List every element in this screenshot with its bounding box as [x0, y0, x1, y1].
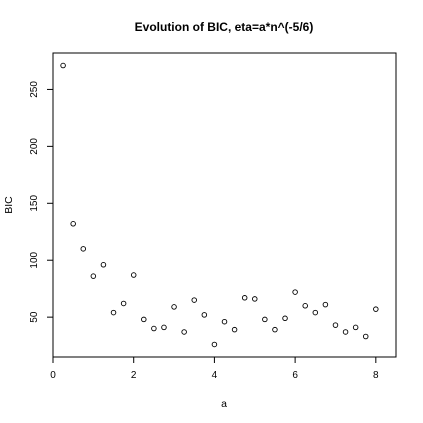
data-point: [90, 273, 97, 279]
y-axis-label: BIC: [3, 196, 15, 214]
y-tick-label: 50: [29, 311, 40, 323]
x-tick-label: 0: [50, 370, 56, 381]
x-axis-label: a: [221, 398, 227, 410]
data-point: [373, 306, 379, 312]
data-point: [151, 325, 157, 332]
x-axis: 0 2 4 6 8: [50, 356, 379, 381]
data-point: [272, 326, 278, 333]
y-tick-label: 150: [29, 195, 40, 212]
x-tick-label: 6: [292, 370, 298, 381]
data-point: [60, 62, 66, 69]
data-point: [141, 316, 147, 323]
data-point: [241, 295, 248, 301]
x-tick-label: 2: [131, 370, 137, 381]
chart-title: Evolution of BIC, eta=a*n^(-5/6): [135, 20, 314, 34]
y-tick-label: 100: [29, 251, 40, 268]
data-point: [302, 303, 308, 309]
data-point: [231, 326, 238, 333]
data-point: [211, 341, 218, 348]
data-point: [312, 309, 319, 316]
data-point: [292, 289, 298, 295]
data-point: [100, 262, 107, 268]
data-point: [120, 300, 127, 307]
data-point: [201, 312, 208, 318]
x-tick-label: 8: [373, 370, 379, 381]
data-point: [80, 246, 87, 252]
data-point: [70, 221, 76, 227]
plot-frame: [52, 52, 397, 358]
data-point: [130, 272, 137, 278]
y-axis: 50 100 150 200 250: [29, 81, 54, 323]
data-point: [161, 324, 167, 331]
data-point: [221, 318, 228, 325]
data-point: [171, 304, 177, 310]
data-point: [181, 329, 187, 335]
y-tick-label: 200: [29, 138, 40, 155]
data-points: [60, 62, 379, 348]
data-point: [322, 301, 329, 308]
data-point: [342, 329, 349, 335]
data-point: [352, 324, 359, 331]
data-point: [362, 333, 369, 340]
data-point: [332, 322, 339, 328]
data-point: [262, 316, 268, 323]
data-point: [282, 315, 288, 322]
data-point: [191, 297, 197, 303]
y-tick-label: 250: [29, 81, 40, 98]
data-point: [252, 296, 258, 302]
data-point: [110, 309, 117, 316]
x-tick-label: 4: [212, 370, 218, 381]
